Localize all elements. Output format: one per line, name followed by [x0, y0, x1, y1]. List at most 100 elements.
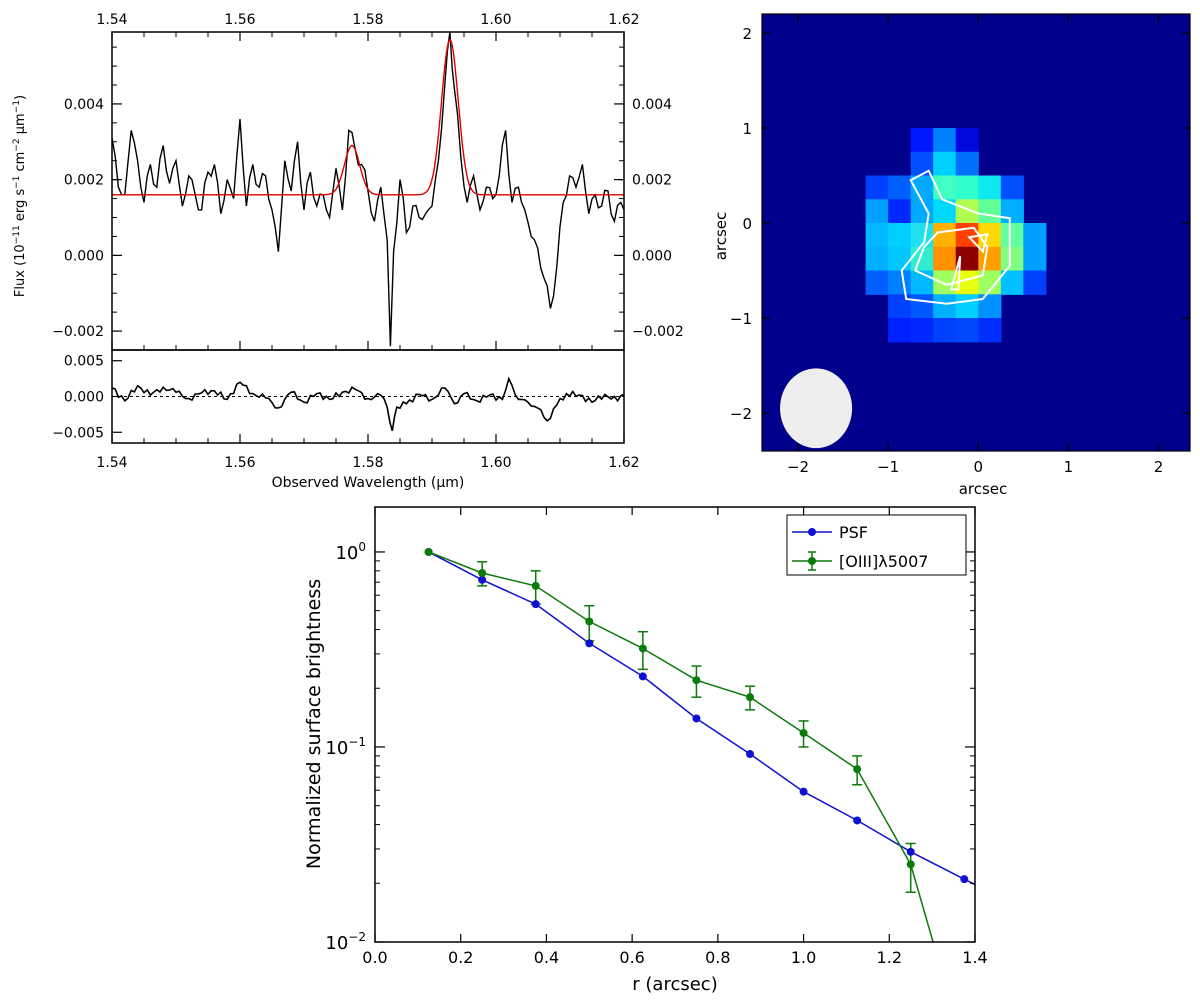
- beam-ellipse: [780, 368, 853, 449]
- residual-panel: 1.54 1.56 1.58 1.60 1.62 −0.005 0.000 0.005 Obs…: [52, 349, 640, 491]
- spectrum-ticks: 1.54 1.56 1.58 1.60 1.62 −0.002 −0.002 0.000 0.0…: [52, 12, 684, 351]
- image-map-panel: −2 −1 0 1 2 −2 −1 0 1 2 arcsec arcsec: [712, 13, 1191, 498]
- map-pixel: [978, 294, 1002, 319]
- map-pixel: [933, 199, 957, 224]
- spectrum-ytick-label-right: −0.002: [632, 324, 684, 340]
- psf-point: [478, 575, 487, 584]
- profile-ytick-label: 10−1: [325, 735, 366, 759]
- map-pixel: [955, 175, 979, 200]
- map-ytick-label: −2: [730, 405, 752, 423]
- spectrum-ytick-label-left: 0.000: [64, 248, 104, 264]
- psf-point: [906, 847, 915, 856]
- map-pixel: [888, 175, 912, 200]
- map-contour: [900, 169, 1011, 305]
- residual-ytick-label: 0.000: [64, 390, 104, 406]
- spectrum-plot-area: [112, 32, 624, 347]
- map-pixel: [933, 246, 957, 272]
- psf-point: [960, 875, 969, 884]
- map-pixel: [1000, 270, 1024, 295]
- legend-psf-label: PSF: [839, 523, 868, 542]
- psf-point: [692, 714, 701, 723]
- map-pixel: [888, 223, 912, 248]
- observed-spectrum-line: [112, 32, 624, 347]
- profile-xlabel: r (arcsec): [632, 974, 717, 995]
- map-pixel: [955, 199, 979, 224]
- map-xlabel: arcsec: [959, 480, 1008, 498]
- profile-ytick-label: 100: [335, 540, 366, 564]
- psf-point: [746, 750, 754, 759]
- map-pixel: [1000, 223, 1024, 248]
- oiii-point: [638, 644, 647, 653]
- residual-ticks: 1.54 1.56 1.58 1.60 1.62 −0.005 0.000 0.005: [52, 354, 639, 471]
- map-xtick-label: 0: [973, 458, 983, 476]
- map-pixel: [1023, 246, 1047, 272]
- map-contour: [967, 233, 989, 254]
- spectrum-ylabel: Flux (10−11 erg s−1 cm−2 μm−1): [12, 95, 28, 297]
- spectrum-ytick-label-right: 0.002: [632, 173, 672, 189]
- profile-xtick-label: 0.0: [362, 948, 387, 967]
- profile-legend: PSF [OIII]λ5007: [786, 514, 967, 576]
- residual-ytick-label: −0.005: [52, 425, 104, 441]
- map-pixel: [888, 199, 912, 224]
- map-pixel: [933, 128, 957, 153]
- map-pixel: [910, 175, 934, 200]
- map-pixel: [910, 128, 934, 153]
- map-ticks: −2 −1 0 1 2 −2 −1 0 1 2: [730, 14, 1190, 476]
- profile-ytick-label: 10−2: [325, 930, 366, 954]
- residual-xtick-label: 1.58: [352, 455, 383, 471]
- map-pixels: [865, 128, 1047, 343]
- map-pixel: [955, 270, 979, 295]
- profile-ticks: 0.0 0.2 0.4 0.6 0.8 1.0 1.2 1.4 10−2 10−1 100: [325, 507, 988, 967]
- spectrum-xlabel: Observed Wavelength (μm): [272, 475, 465, 491]
- residual-xtick-label: 1.62: [608, 455, 639, 471]
- map-pixel: [865, 270, 889, 295]
- spectrum-xtick-label-top: 1.58: [352, 12, 383, 28]
- map-xtick-label: 2: [1154, 458, 1164, 476]
- legend-box: [786, 514, 967, 576]
- profile-xtick-label: 1.4: [962, 948, 987, 967]
- spectrum-xtick-label-top: 1.56: [224, 12, 255, 28]
- oiii-point: [585, 617, 594, 626]
- map-frame: [761, 13, 1191, 452]
- map-pixel: [1023, 270, 1047, 295]
- spectrum-panel: 1.54 1.56 1.58 1.60 1.62 −0.002 −0.002 0.000 0.0…: [12, 12, 684, 351]
- map-pixel: [978, 175, 1002, 200]
- map-ytick-label: −1: [730, 310, 752, 328]
- map-pixel: [1000, 175, 1024, 200]
- spectrum-ytick-label-left: −0.002: [52, 324, 104, 340]
- oiii-point: [799, 728, 808, 737]
- map-pixel: [978, 199, 1002, 224]
- oiii-point: [746, 693, 754, 702]
- map-xtick-label: −1: [877, 458, 899, 476]
- map-contour: [949, 256, 962, 291]
- map-xtick-label: 1: [1064, 458, 1074, 476]
- profile-xtick-label: 1.2: [877, 948, 902, 967]
- map-pixel: [865, 223, 889, 248]
- map-ytick-label: 1: [742, 120, 752, 138]
- profile-xtick-label: 0.6: [619, 948, 644, 967]
- map-pixel: [1000, 199, 1024, 224]
- residual-line: [112, 376, 624, 432]
- profile-ylabel: Normalized surface brightness: [303, 579, 325, 869]
- psf-point: [531, 600, 540, 609]
- oiii-point: [478, 568, 487, 577]
- spectrum-ytick-label-left: 0.002: [64, 173, 104, 189]
- oiii-point: [424, 547, 433, 556]
- map-pixel: [888, 318, 912, 343]
- map-pixel: [955, 318, 979, 343]
- spectrum-xtick-label-top: 1.60: [480, 12, 511, 28]
- map-pixel: [888, 294, 912, 319]
- map-pixel: [955, 151, 979, 177]
- map-contours: [900, 169, 1011, 305]
- profile-xtick-label: 0.4: [534, 948, 559, 967]
- profile-frame: [374, 506, 976, 943]
- psf-series-line: [428, 551, 975, 886]
- map-contour: [913, 226, 989, 286]
- map-pixel: [910, 318, 934, 343]
- map-pixel: [888, 270, 912, 295]
- residual-frame: [111, 349, 625, 444]
- oiii-series-line: [428, 551, 934, 942]
- residual-xtick-label: 1.56: [224, 455, 255, 471]
- profile-xtick-label: 0.8: [705, 948, 730, 967]
